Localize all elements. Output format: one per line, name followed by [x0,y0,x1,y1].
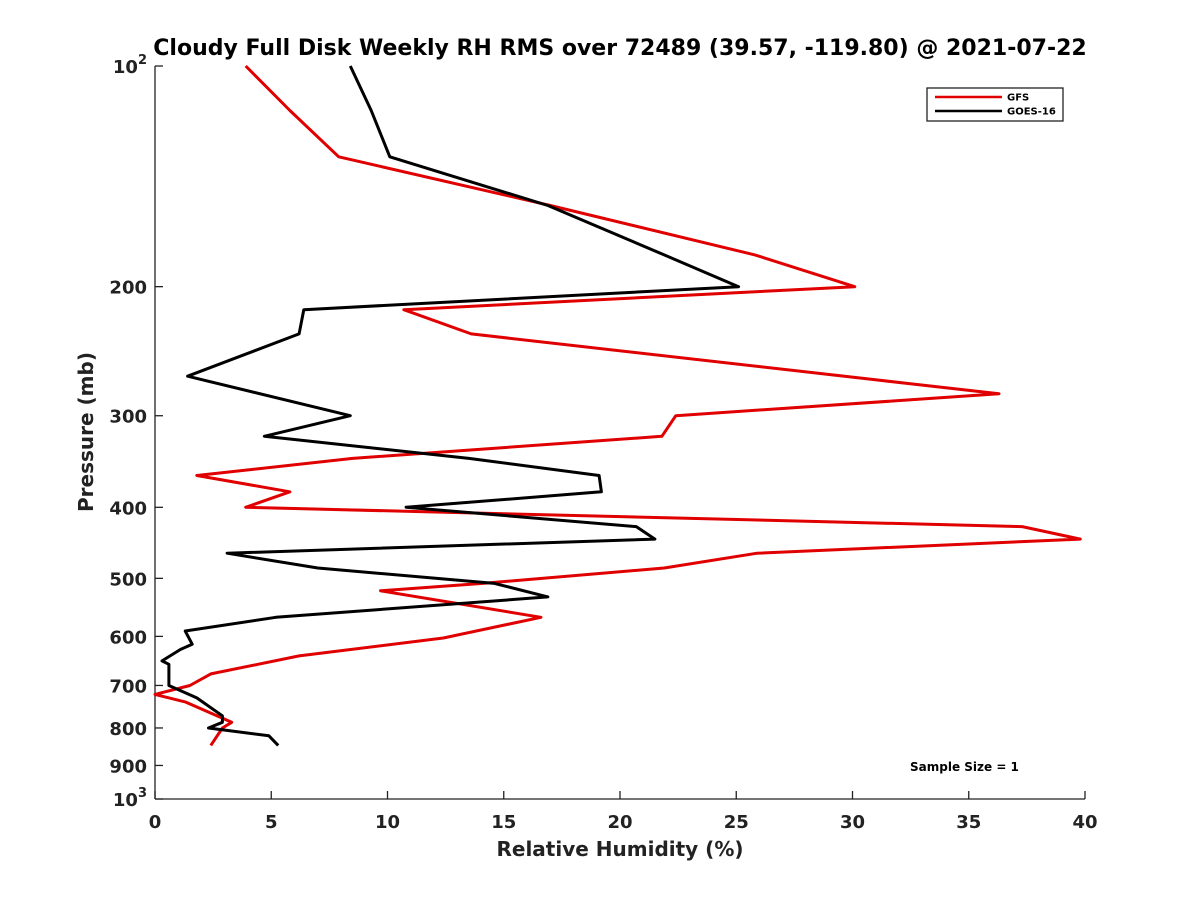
x-tick-label: 40 [1072,812,1097,833]
x-tick-label: 20 [607,812,632,833]
y-axis: 102 200 300 400 500 600 700 800 900 103 [109,53,163,811]
chart-title: Cloudy Full Disk Weekly RH RMS over 7248… [153,36,1086,61]
x-axis: 0 5 10 15 20 25 30 35 40 [149,791,1098,833]
y-tick-label: 102 [113,53,147,78]
x-tick-label: 25 [724,812,749,833]
legend-box [926,87,1064,122]
sample-size-annotation: Sample Size = 1 [910,760,1019,774]
x-tick-label: 30 [840,812,865,833]
y-tick-label: 800 [109,719,147,740]
x-tick-label: 0 [149,812,162,833]
y-tick-label: 400 [109,498,147,519]
y-tick-label: 300 [109,407,147,428]
y-tick-label: 900 [109,756,147,777]
y-tick-label: 700 [109,676,147,697]
x-axis-label: Relative Humidity (%) [496,837,743,861]
x-tick-label: 5 [265,812,278,833]
y-tick-label: 500 [109,569,147,590]
legend-label: GFS [1007,93,1029,104]
y-tick-label: 200 [109,278,147,299]
x-tick-label: 10 [375,812,400,833]
y-axis-label: Pressure (mb) [74,352,98,512]
y-tick-label: 600 [109,627,147,648]
x-tick-label: 15 [491,812,516,833]
series-layer [153,64,1082,747]
legend: GFS GOES-16 [926,87,1064,122]
series-line-goes-16 [160,65,741,747]
y-tick-label: 103 [113,786,147,811]
series-line-gfs [153,64,1082,747]
legend-label: GOES-16 [1007,107,1056,118]
x-tick-label: 35 [956,812,981,833]
